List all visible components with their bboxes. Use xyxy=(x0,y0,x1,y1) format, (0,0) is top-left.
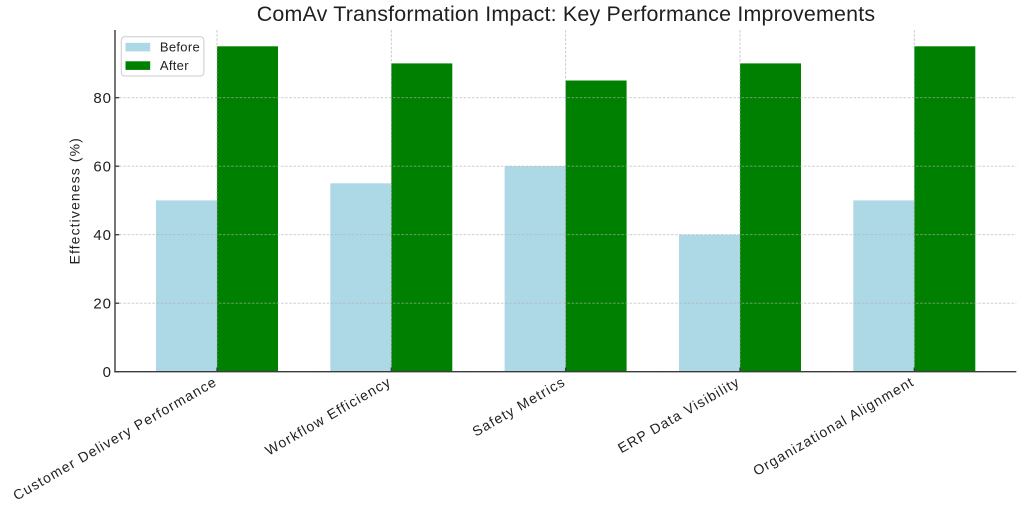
svg-text:20: 20 xyxy=(93,295,112,312)
svg-text:Effectiveness (%): Effectiveness (%) xyxy=(67,137,83,264)
svg-text:Before: Before xyxy=(160,39,200,54)
svg-text:After: After xyxy=(160,58,189,73)
svg-text:0: 0 xyxy=(103,364,112,381)
svg-text:40: 40 xyxy=(93,227,112,244)
svg-text:80: 80 xyxy=(93,90,112,107)
svg-text:ComAv Transformation Impact: K: ComAv Transformation Impact: Key Perform… xyxy=(257,2,875,26)
svg-text:60: 60 xyxy=(93,158,112,175)
